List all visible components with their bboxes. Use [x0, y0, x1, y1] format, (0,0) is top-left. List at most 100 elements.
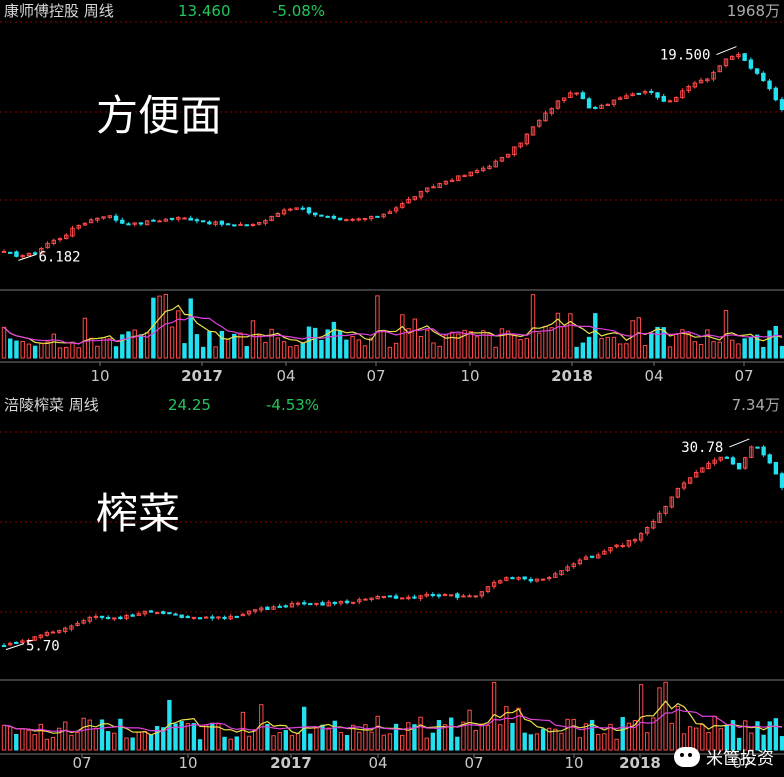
candle-body	[70, 227, 75, 237]
volume-bar	[151, 297, 156, 359]
high-price-label: 19.500	[660, 48, 711, 64]
volume-bar	[645, 732, 650, 751]
volume-bar	[120, 334, 125, 359]
candle-body	[332, 601, 337, 604]
candle-body	[393, 595, 399, 599]
candle-body	[512, 146, 517, 156]
candle-body	[269, 215, 274, 222]
bottom-volume-scale: 7.34万	[731, 396, 780, 414]
volume-bar	[742, 338, 747, 359]
volume-bar	[767, 330, 772, 359]
candle-body	[456, 175, 461, 182]
volume-bar	[56, 727, 62, 751]
candle-body	[705, 78, 710, 82]
volume-bar	[238, 332, 243, 359]
candle-body	[138, 222, 144, 225]
volume-bar	[605, 336, 610, 359]
volume-bar	[456, 333, 461, 359]
candle-body	[101, 216, 106, 219]
top-chart-panel: 康师傅控股 周线 13.460 -5.08% 1968万 19.500 6.182…	[0, 0, 784, 388]
axis-tick-label: 04	[368, 754, 387, 772]
volume-bar	[443, 334, 449, 359]
candle-body	[38, 634, 43, 638]
candle-body	[436, 594, 442, 597]
candle-body	[583, 556, 589, 560]
volume-bar	[325, 329, 330, 359]
candle-body	[154, 612, 160, 615]
volume-bar	[45, 341, 50, 359]
candle-body	[491, 581, 497, 587]
volume-bar	[369, 731, 374, 751]
volume-bar	[375, 715, 380, 751]
candle-body	[107, 215, 113, 218]
candle-body	[406, 198, 411, 204]
volume-bar	[669, 722, 674, 751]
volume-bar	[626, 722, 632, 751]
candle-body	[443, 180, 449, 185]
volume-bar	[638, 684, 644, 751]
volume-bar	[412, 724, 417, 751]
volume-bar	[393, 342, 399, 359]
candle-body	[130, 614, 135, 617]
volume-bar	[516, 707, 521, 751]
candle-body	[44, 632, 50, 636]
candle-body	[369, 215, 374, 220]
volume-bar	[69, 734, 74, 751]
candle-body	[673, 96, 679, 102]
candle-body	[387, 595, 393, 598]
candle-body	[356, 218, 361, 221]
candle-body	[200, 220, 206, 223]
volume-bar	[225, 338, 231, 359]
volume-bar	[418, 336, 424, 359]
candle-body	[718, 456, 723, 461]
volume-bar	[138, 334, 144, 359]
volume-bar	[577, 737, 583, 751]
volume-bar	[381, 734, 386, 751]
candle-body	[256, 221, 262, 225]
candle-body	[275, 212, 281, 217]
candle-body	[755, 446, 760, 449]
volume-bar	[312, 327, 318, 359]
candle-body	[132, 222, 137, 225]
bottom-candlestick-chart: 30.78 5.70 07 10 2017 04 07 10 2018 07	[0, 431, 784, 772]
candle-body	[163, 218, 169, 222]
volume-bar	[474, 336, 480, 359]
top-price: 13.460	[178, 2, 231, 20]
candle-body	[369, 597, 374, 601]
volume-bar	[534, 733, 540, 751]
volume-bar	[350, 724, 356, 751]
volume-bar	[32, 734, 37, 751]
bottom-price: 24.25	[168, 396, 211, 414]
candle-body	[357, 599, 362, 603]
volume-bar	[163, 293, 169, 359]
candle-body	[711, 71, 716, 80]
candle-body	[593, 106, 598, 109]
axis-tick-label: 2017	[270, 754, 312, 772]
candle-body	[524, 133, 530, 145]
candle-body	[680, 90, 685, 99]
candle-body	[124, 615, 129, 619]
candle-body	[319, 214, 324, 217]
volume-bar	[75, 731, 80, 751]
volume-bar	[107, 338, 113, 359]
volume-bar	[252, 729, 258, 751]
volume-ma-short	[3, 700, 783, 736]
volume-bar	[306, 326, 312, 359]
volume-bar	[717, 341, 722, 359]
volume-bar	[624, 343, 629, 359]
volume-bar	[680, 329, 685, 359]
candle-body	[281, 209, 287, 215]
volume-bar	[240, 711, 246, 751]
volume-bar	[105, 731, 111, 751]
candle-body	[207, 221, 212, 225]
volume-bar	[331, 321, 337, 359]
candle-body	[105, 617, 111, 620]
candle-body	[698, 79, 704, 84]
volume-bar	[213, 346, 218, 359]
volume-bar	[275, 337, 281, 359]
candle-body	[754, 68, 760, 74]
candle-body	[540, 578, 546, 581]
candle-body	[505, 153, 511, 158]
volume-bar	[537, 332, 542, 359]
volume-bar	[169, 326, 175, 359]
